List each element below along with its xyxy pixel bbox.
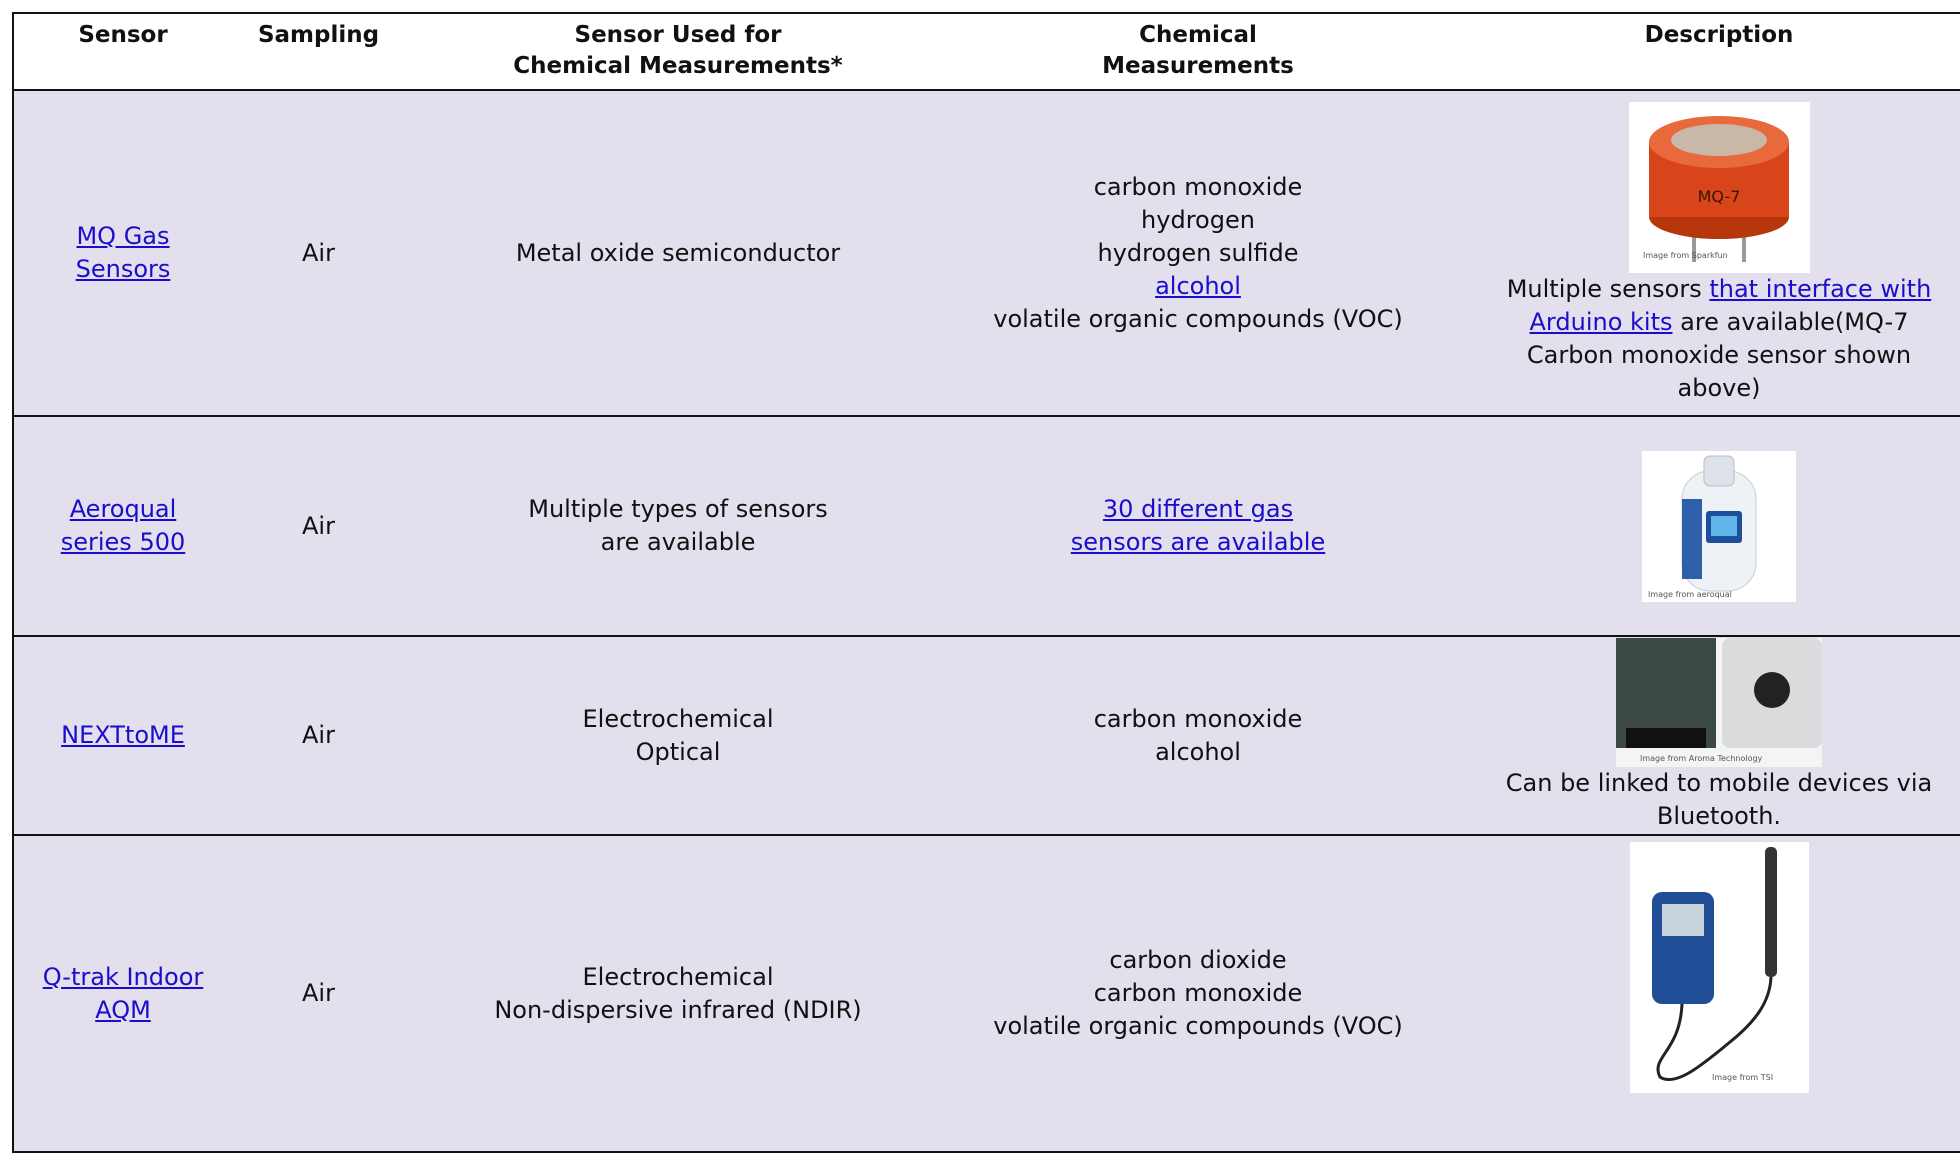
sampling: Air: [302, 511, 335, 540]
cell: Image from aeroqual: [1445, 415, 1960, 637]
cell: NEXTtoME: [12, 635, 232, 836]
header-text: Description: [1644, 22, 1794, 48]
cell: Metal oxide semiconductor: [405, 89, 951, 417]
measurement: carbon monoxide: [1093, 704, 1303, 733]
sensor-link[interactable]: NEXTtoME: [61, 721, 185, 749]
sampling: Air: [302, 238, 335, 267]
header-cell: Sampling: [232, 12, 405, 91]
description-link[interactable]: that interface with Arduino kits: [1529, 274, 1932, 336]
cell: Air: [232, 415, 405, 637]
cell: carbon monoxide hydrogen hydrogen sulfid…: [951, 89, 1445, 417]
header-text: Chemical Measurements*: [513, 53, 843, 79]
cell: carbon dioxide carbon monoxide volatile or…: [951, 834, 1445, 1153]
measurement: hydrogen sulfide: [1097, 238, 1299, 267]
header-cell: Sensor: [12, 12, 232, 91]
measurement: alcohol: [1155, 737, 1241, 766]
measurement: hydrogen: [1141, 205, 1255, 234]
header-text: Measurements: [1102, 53, 1294, 79]
measurement-link[interactable]: alcohol: [1155, 271, 1241, 300]
measurement: volatile organic compounds (VOC): [993, 304, 1403, 333]
cell: carbon monoxide alcohol: [951, 635, 1445, 836]
measurement: volatile organic compounds (VOC): [993, 1012, 1403, 1040]
header-text: Chemical: [1139, 22, 1257, 48]
image-credit: Image from Aroma Technology: [1640, 754, 1763, 763]
header-text: Sampling: [257, 22, 380, 48]
sensor-type: Electrochemical: [582, 962, 774, 991]
cell: Image from TSI: [1445, 834, 1960, 1153]
sensor-type: Optical: [635, 737, 721, 766]
table-container: Sensor Sampling Sensor Used for Chemical …: [12, 12, 1960, 1153]
measurement-link[interactable]: 30 different gas sensors are available: [957, 493, 1439, 559]
header-cell: Sensor Used for Chemical Measurements*: [405, 12, 951, 91]
sensor-link[interactable]: MQ Gas Sensors: [75, 222, 171, 283]
header-row: Sensor Sampling Sensor Used for Chemical …: [12, 12, 1960, 91]
sensor-type: Electrochemical: [582, 704, 774, 733]
cell: Q-trak Indoor AQM: [12, 834, 232, 1153]
header-text: Sensor: [78, 22, 168, 48]
header-cell: Chemical Measurements: [951, 12, 1445, 91]
measurement: sensors are available: [1070, 528, 1326, 556]
cell: Image from Aroma Technology Can be linke…: [1445, 635, 1960, 836]
measurement: 30 different gas: [1102, 495, 1294, 523]
cell: Air: [232, 635, 405, 836]
image-credit: Image from aeroqual: [1648, 590, 1732, 599]
cell: MQ-7 Image from Sparkfun Multiple sensor…: [1445, 89, 1960, 417]
cell: Multiple types of sensors are available: [405, 415, 951, 637]
cell: MQ Gas Sensors: [12, 89, 232, 417]
image-label: MQ-7: [1697, 187, 1740, 206]
sensor-image: Image from TSI: [1629, 842, 1809, 1093]
cell: Air: [232, 89, 405, 417]
measurement: carbon dioxide: [1109, 946, 1287, 974]
cell: 30 different gas sensors are available: [951, 415, 1445, 637]
row: NEXTtoME Air Electrochemical Optical carb…: [12, 635, 1960, 836]
image-credit: Image from Sparkfun: [1643, 251, 1728, 260]
sensor-type: Metal oxide semiconductor: [515, 238, 841, 267]
description-text: are available(MQ-7 Carbon monoxide senso…: [1526, 307, 1912, 402]
measurement: carbon monoxide: [1093, 172, 1303, 201]
sensor-link[interactable]: Aeroqual series 500: [60, 495, 186, 556]
description: Can be linked to mobile devices via Blue…: [1505, 769, 1933, 830]
row: MQ Gas Sensors Air Metal oxide semicondu…: [12, 89, 1960, 417]
cell: Electrochemical Optical: [405, 635, 951, 836]
cell: Aeroqual series 500: [12, 415, 232, 637]
row: Q-trak Indoor AQM Air Electrochemical Non…: [12, 834, 1960, 1153]
cell: Electrochemical Non-dispersive infrared (…: [405, 834, 951, 1153]
sensor-type: Non-dispersive infrared (NDIR): [494, 995, 862, 1024]
header-text: Sensor Used for: [574, 22, 782, 48]
sensor-link[interactable]: Q-trak Indoor AQM: [42, 962, 204, 1024]
image-credit: Image from TSI: [1712, 1073, 1773, 1082]
sensor-type: Multiple types of sensors: [528, 495, 828, 523]
measurement: carbon monoxide: [1093, 979, 1303, 1007]
description-text: Multiple sensors: [1506, 274, 1710, 303]
sampling: Air: [302, 721, 335, 749]
sampling: Air: [302, 979, 335, 1007]
sensor-image: Image from Aroma Technology: [1616, 638, 1822, 767]
sensor-table: Sensor Sampling Sensor Used for Chemical …: [12, 12, 1960, 1153]
cell: Air: [232, 834, 405, 1153]
sensor-image: MQ-7 Image from Sparkfun: [1628, 101, 1810, 273]
header-cell: Description: [1445, 12, 1960, 91]
sensor-image: Image from aeroqual: [1642, 450, 1796, 602]
sensor-type: are available: [600, 528, 756, 556]
description: Multiple sensors that interface with Ard…: [1484, 273, 1954, 405]
row: Aeroqual series 500 Air Multiple types o…: [12, 415, 1960, 637]
